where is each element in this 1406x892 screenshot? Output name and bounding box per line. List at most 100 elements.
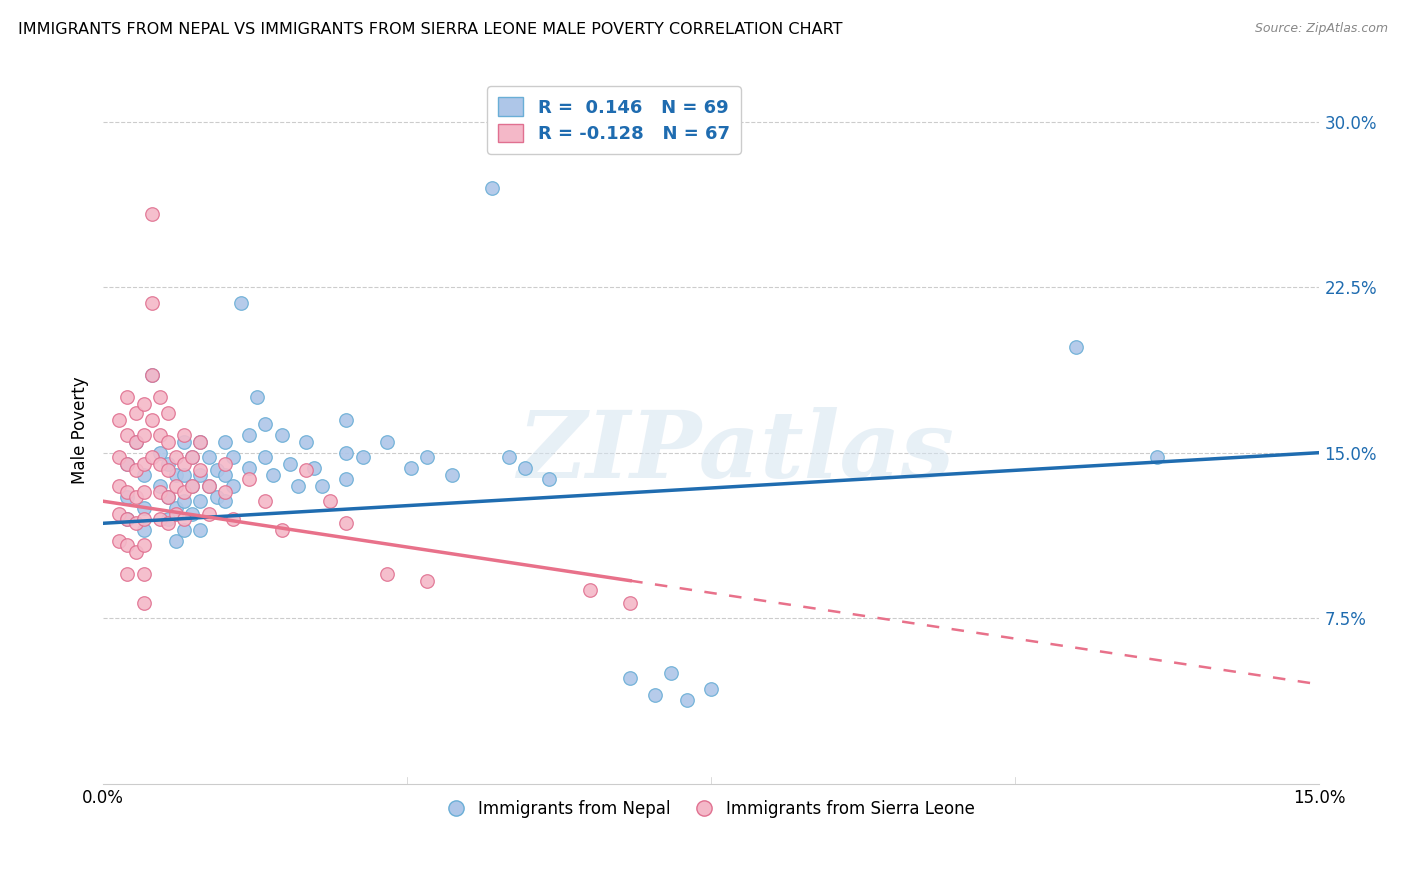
Point: [117, 538, 139, 552]
Point: [141, 207, 163, 221]
Point: [246, 391, 269, 405]
Point: [375, 434, 398, 449]
Point: [270, 523, 292, 537]
Point: [132, 596, 155, 610]
Point: [124, 434, 146, 449]
Point: [124, 463, 146, 477]
Point: [108, 508, 131, 522]
Point: [513, 461, 536, 475]
Point: [124, 545, 146, 559]
Point: [132, 485, 155, 500]
Point: [440, 467, 463, 482]
Point: [335, 445, 357, 459]
Point: [108, 412, 131, 426]
Y-axis label: Male Poverty: Male Poverty: [72, 376, 89, 484]
Point: [124, 406, 146, 420]
Point: [238, 461, 260, 475]
Point: [1146, 450, 1168, 464]
Text: IMMIGRANTS FROM NEPAL VS IMMIGRANTS FROM SIERRA LEONE MALE POVERTY CORRELATION C: IMMIGRANTS FROM NEPAL VS IMMIGRANTS FROM…: [18, 22, 842, 37]
Point: [149, 428, 172, 442]
Point: [190, 463, 212, 477]
Point: [117, 391, 139, 405]
Point: [181, 508, 204, 522]
Point: [222, 479, 245, 493]
Point: [124, 434, 146, 449]
Point: [156, 406, 179, 420]
Point: [254, 494, 277, 508]
Point: [117, 457, 139, 471]
Point: [214, 494, 236, 508]
Point: [132, 523, 155, 537]
Point: [181, 450, 204, 464]
Point: [173, 434, 195, 449]
Point: [416, 450, 439, 464]
Point: [165, 500, 187, 515]
Point: [270, 428, 292, 442]
Point: [141, 368, 163, 383]
Point: [149, 485, 172, 500]
Point: [238, 472, 260, 486]
Point: [254, 450, 277, 464]
Point: [124, 490, 146, 504]
Point: [538, 472, 561, 486]
Point: [295, 463, 318, 477]
Point: [700, 681, 723, 696]
Point: [156, 516, 179, 531]
Point: [302, 461, 325, 475]
Point: [287, 479, 309, 493]
Point: [149, 512, 172, 526]
Point: [156, 490, 179, 504]
Point: [238, 428, 260, 442]
Point: [205, 490, 228, 504]
Point: [644, 689, 666, 703]
Point: [254, 417, 277, 431]
Point: [295, 434, 318, 449]
Point: [619, 596, 641, 610]
Point: [124, 516, 146, 531]
Point: [108, 479, 131, 493]
Point: [190, 494, 212, 508]
Point: [117, 512, 139, 526]
Point: [214, 467, 236, 482]
Text: ZIPatlas: ZIPatlas: [517, 407, 955, 497]
Point: [197, 450, 219, 464]
Point: [181, 479, 204, 493]
Point: [117, 490, 139, 504]
Point: [311, 479, 333, 493]
Point: [132, 567, 155, 582]
Point: [149, 391, 172, 405]
Point: [416, 574, 439, 588]
Point: [335, 472, 357, 486]
Point: [222, 450, 245, 464]
Point: [165, 450, 187, 464]
Point: [181, 450, 204, 464]
Point: [222, 512, 245, 526]
Point: [132, 457, 155, 471]
Point: [156, 490, 179, 504]
Point: [156, 457, 179, 471]
Point: [117, 457, 139, 471]
Point: [214, 457, 236, 471]
Point: [173, 523, 195, 537]
Point: [190, 434, 212, 449]
Point: [108, 450, 131, 464]
Point: [214, 485, 236, 500]
Point: [659, 666, 682, 681]
Point: [132, 512, 155, 526]
Point: [335, 516, 357, 531]
Point: [149, 479, 172, 493]
Point: [197, 479, 219, 493]
Point: [117, 485, 139, 500]
Point: [352, 450, 374, 464]
Point: [578, 582, 600, 597]
Point: [173, 512, 195, 526]
Point: [165, 533, 187, 548]
Point: [156, 463, 179, 477]
Point: [205, 463, 228, 477]
Point: [117, 512, 139, 526]
Point: [108, 533, 131, 548]
Point: [165, 467, 187, 482]
Point: [132, 397, 155, 411]
Point: [132, 538, 155, 552]
Point: [173, 494, 195, 508]
